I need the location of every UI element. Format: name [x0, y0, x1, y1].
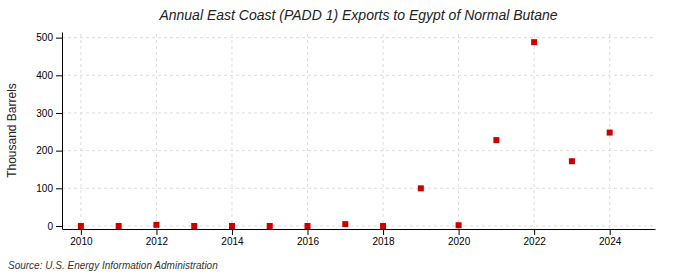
point [418, 185, 424, 191]
x-tick-label: 2024 [599, 236, 622, 247]
y-tick-mark [56, 188, 62, 189]
y-tick-mark [56, 75, 62, 76]
y-grid-line [62, 75, 655, 76]
point [607, 130, 613, 136]
x-tick: 2020 [448, 229, 471, 247]
point [531, 39, 537, 45]
point [229, 223, 235, 229]
marks [78, 39, 613, 229]
point [78, 223, 84, 229]
y-tick-label: 100 [36, 183, 53, 194]
y-tick: 0 [47, 221, 62, 232]
x-grid-line [307, 32, 308, 229]
x-tick: 2010 [70, 229, 93, 247]
x-tick-label: 2020 [448, 236, 471, 247]
y-tick-label: 200 [36, 145, 53, 156]
x-tick-mark [308, 229, 309, 235]
x-grid-line [458, 32, 459, 229]
x-tick: 2024 [599, 229, 622, 247]
x-tick: 2014 [221, 229, 244, 247]
x-tick-label: 2016 [297, 236, 320, 247]
y-tick: 300 [36, 108, 62, 119]
x-tick-mark [459, 229, 460, 235]
y-tick: 500 [36, 32, 62, 43]
x-tick-label: 2022 [524, 236, 547, 247]
y-tick-label: 400 [36, 70, 53, 81]
y-tick-mark [56, 151, 62, 152]
y-grid-line [62, 188, 655, 189]
x-tick-mark [534, 229, 535, 235]
chart-svg: 2010 2012 2014 2016 2018 2020 2022 2024 0 100 200 3… [0, 0, 675, 275]
point [153, 222, 159, 228]
point [116, 223, 122, 229]
source-annotation: Source: U.S. Energy Information Administ… [8, 260, 218, 271]
y-tick: 400 [36, 70, 62, 81]
x-grid-line [534, 32, 535, 229]
x-tick-label: 2018 [372, 236, 395, 247]
y-axis-title: Thousand Barrels [5, 83, 19, 178]
y-tick-label: 300 [36, 108, 53, 119]
y-tick-mark [56, 226, 62, 227]
y-tick-label: 500 [36, 32, 53, 43]
point [493, 137, 499, 143]
x-tick-label: 2010 [70, 236, 93, 247]
x-axis: 2010 2012 2014 2016 2018 2020 2022 2024 [63, 229, 656, 247]
y-tick-mark [56, 38, 62, 39]
grid [62, 32, 655, 229]
point [267, 223, 273, 229]
y-grid-line [62, 150, 655, 151]
x-tick: 2022 [524, 229, 547, 247]
x-axis-line [63, 229, 656, 230]
point [456, 222, 462, 228]
y-grid-line [62, 225, 655, 226]
x-tick: 2012 [146, 229, 169, 247]
chart-container: 2010 2012 2014 2016 2018 2020 2022 2024 0 100 200 3… [0, 0, 675, 275]
x-tick-label: 2014 [221, 236, 244, 247]
x-tick-mark [610, 229, 611, 235]
x-grid-line [383, 32, 384, 229]
x-tick-mark [81, 229, 82, 235]
point [569, 158, 575, 164]
x-tick-label: 2012 [146, 236, 169, 247]
point [380, 223, 386, 229]
point [305, 223, 311, 229]
point [342, 221, 348, 227]
x-tick-mark [383, 229, 384, 235]
y-tick: 100 [36, 183, 62, 194]
y-grid-line [62, 37, 655, 38]
point [191, 223, 197, 229]
x-tick-mark [156, 229, 157, 235]
y-axis-line [62, 33, 63, 230]
y-tick-mark [56, 113, 62, 114]
x-grid-line [80, 32, 81, 229]
y-axis: 0 100 200 300 400 500 [36, 32, 62, 231]
x-tick: 2016 [297, 229, 320, 247]
x-grid-line [156, 32, 157, 229]
x-grid-line [231, 32, 232, 229]
x-tick-mark [232, 229, 233, 235]
y-tick: 200 [36, 145, 62, 156]
title: Annual East Coast (PADD 1) Exports to Eg… [158, 7, 557, 23]
y-tick-label: 0 [47, 221, 53, 232]
x-tick: 2018 [372, 229, 395, 247]
y-grid-line [62, 112, 655, 113]
